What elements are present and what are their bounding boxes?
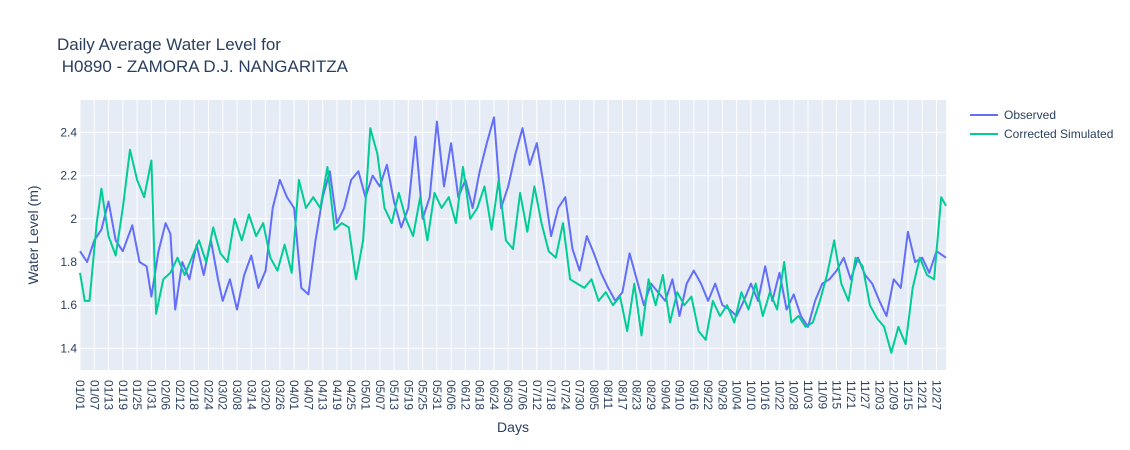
x-tick-label: 05/25 <box>416 380 430 410</box>
x-tick-label: 02/06 <box>159 380 173 410</box>
x-tick-label: 08/29 <box>644 380 658 410</box>
legend-label: Corrected Simulated <box>1004 127 1113 141</box>
y-tick-label: 2.4 <box>60 125 77 139</box>
x-tick-label: 04/01 <box>287 380 301 410</box>
x-tick-label: 04/13 <box>316 380 330 410</box>
x-tick-label: 11/21 <box>844 380 858 409</box>
x-tick-label: 03/14 <box>244 380 258 410</box>
x-tick-label: 06/30 <box>501 380 515 410</box>
x-tick-label: 10/22 <box>772 380 786 410</box>
x-tick-label: 07/06 <box>516 380 530 410</box>
plot-background <box>80 100 946 370</box>
x-tick-label: 12/03 <box>872 380 886 410</box>
x-tick-label: 08/23 <box>630 380 644 410</box>
x-tick-label: 03/26 <box>273 380 287 410</box>
x-tick-label: 12/27 <box>929 380 943 410</box>
y-axis-title: Water Level (m) <box>25 185 41 284</box>
x-tick-label: 07/18 <box>544 380 558 410</box>
x-tick-label: 12/09 <box>887 380 901 410</box>
x-tick-label: 09/28 <box>715 380 729 410</box>
x-tick-label: 01/13 <box>102 380 116 410</box>
x-tick-label: 10/04 <box>730 380 744 410</box>
x-tick-label: 09/16 <box>687 380 701 410</box>
x-tick-label: 10/28 <box>787 380 801 410</box>
x-tick-label: 09/10 <box>673 380 687 410</box>
x-tick-label: 06/18 <box>473 380 487 410</box>
x-tick-label: 04/25 <box>344 380 358 410</box>
x-tick-labels: 01/01 01/07 01/13 01/19 01/25 01/31 02/06 02/12… <box>73 380 943 410</box>
x-tick-label: 02/24 <box>201 380 215 410</box>
legend-item[interactable]: Corrected Simulated <box>970 127 1113 141</box>
x-tick-label: 09/04 <box>658 380 672 410</box>
y-tick-label: 1.8 <box>60 255 77 269</box>
x-tick-label: 01/07 <box>87 380 101 410</box>
x-tick-label: 01/25 <box>130 380 144 410</box>
x-gridlines <box>79 100 937 370</box>
legend-label: Observed <box>1004 108 1056 122</box>
x-tick-label: 05/31 <box>430 380 444 410</box>
y-gridlines <box>80 131 946 349</box>
y-tick-label: 2 <box>70 212 77 226</box>
x-tick-label: 02/12 <box>173 380 187 410</box>
series-layer <box>79 116 947 354</box>
y-tick-label: 2.2 <box>60 169 77 183</box>
x-tick-label: 11/09 <box>815 380 829 409</box>
x-tick-label: 10/16 <box>758 380 772 410</box>
x-tick-label: 03/02 <box>216 380 230 410</box>
x-tick-label: 05/19 <box>401 380 415 410</box>
x-tick-label: 12/21 <box>915 380 929 410</box>
y-tick-labels: 1.4 1.6 1.8 2 2.2 2.4 <box>60 125 77 355</box>
x-tick-label: 11/03 <box>801 380 815 409</box>
x-tick-label: 05/01 <box>358 380 372 410</box>
legend[interactable]: Observed Corrected Simulated <box>970 108 1113 141</box>
x-tick-label: 07/12 <box>530 380 544 410</box>
x-tick-label: 11/15 <box>830 380 844 409</box>
x-tick-label: 02/18 <box>187 380 201 410</box>
x-tick-label: 11/27 <box>858 380 872 409</box>
x-tick-label: 05/07 <box>373 380 387 410</box>
x-tick-label: 01/31 <box>144 380 158 410</box>
series-line-0 <box>79 116 947 328</box>
x-tick-label: 05/13 <box>387 380 401 410</box>
x-tick-label: 06/06 <box>444 380 458 410</box>
x-tick-label: 07/30 <box>573 380 587 410</box>
series-line-1 <box>79 127 947 354</box>
x-axis-title: Days <box>497 419 529 435</box>
x-tick-label: 07/24 <box>558 380 572 410</box>
x-tick-label: 03/08 <box>230 380 244 410</box>
chart-title-line1: Daily Average Water Level for <box>57 35 281 54</box>
x-tick-label: 01/01 <box>73 380 87 410</box>
x-tick-label: 06/24 <box>487 380 501 410</box>
x-tick-label: 04/07 <box>301 380 315 410</box>
x-tick-label: 09/22 <box>701 380 715 410</box>
y-tick-label: 1.4 <box>60 341 77 355</box>
x-tick-label: 01/19 <box>116 380 130 410</box>
x-tick-label: 08/17 <box>615 380 629 410</box>
legend-item[interactable]: Observed <box>970 108 1056 122</box>
x-tick-label: 04/19 <box>330 380 344 410</box>
x-tick-label: 08/05 <box>587 380 601 410</box>
x-tick-label: 10/10 <box>744 380 758 410</box>
x-tick-label: 03/20 <box>259 380 273 410</box>
y-tick-label: 1.6 <box>60 298 77 312</box>
x-tick-label: 06/12 <box>458 380 472 410</box>
chart-title-line2: H0890 - ZAMORA D.J. NANGARITZA <box>57 57 349 76</box>
x-tick-label: 08/11 <box>601 380 615 409</box>
x-tick-label: 12/15 <box>901 380 915 410</box>
